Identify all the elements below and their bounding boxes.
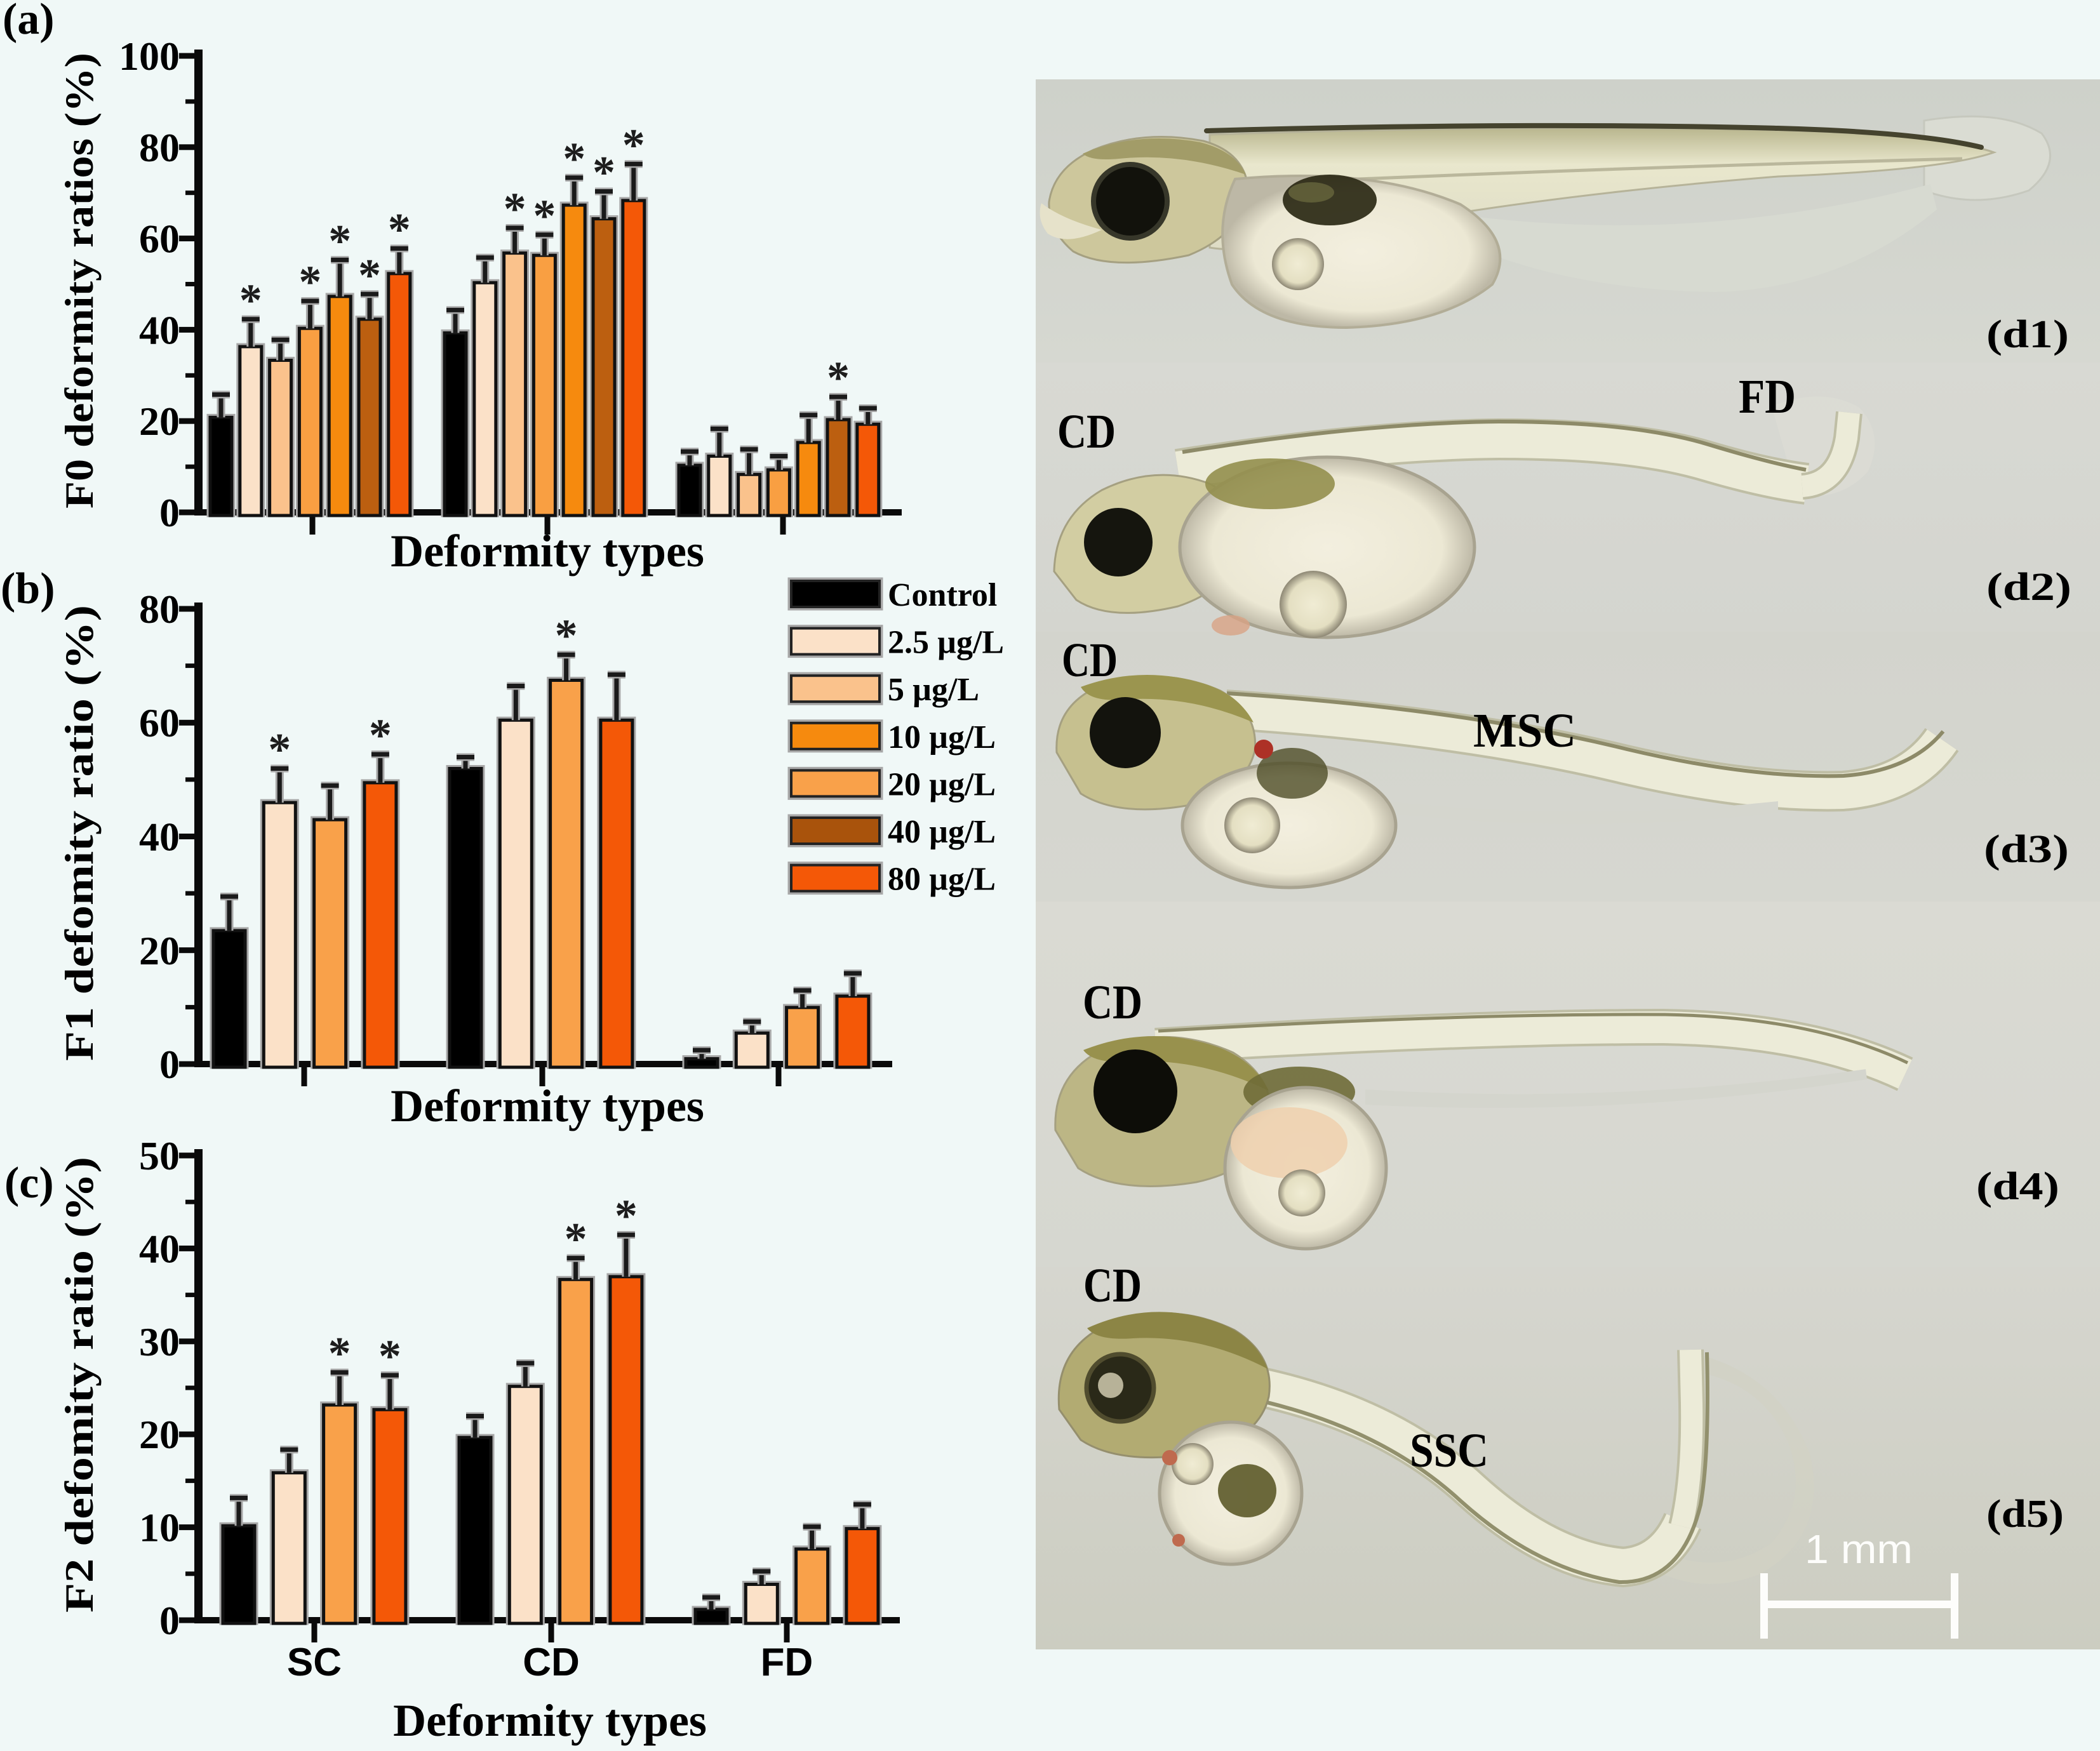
svg-text:0: 0 (159, 1598, 180, 1643)
svg-text:10: 10 (139, 1505, 180, 1550)
svg-text:*: * (555, 610, 578, 661)
svg-text:F2 defomity ratio (%): F2 defomity ratio (%) (57, 1157, 102, 1613)
svg-text:20: 20 (139, 1412, 180, 1457)
svg-text:(c): (c) (4, 1159, 54, 1208)
svg-text:*: * (298, 256, 321, 307)
svg-text:(d2): (d2) (1986, 566, 2071, 609)
svg-text:CD: CD (1083, 1259, 1142, 1312)
svg-text:*: * (358, 250, 381, 300)
svg-text:60: 60 (139, 216, 180, 262)
svg-text:(b): (b) (1, 564, 55, 613)
svg-text:(d5): (d5) (1986, 1493, 2064, 1536)
svg-text:100: 100 (119, 34, 180, 79)
svg-text:CD: CD (1083, 976, 1142, 1029)
svg-text:*: * (615, 1190, 638, 1241)
svg-text:40: 40 (139, 815, 180, 860)
svg-text:*: * (388, 204, 411, 255)
svg-text:80: 80 (139, 587, 180, 632)
svg-text:*: * (622, 119, 645, 170)
svg-text:SSC: SSC (1410, 1424, 1488, 1477)
svg-text:10 µg/L: 10 µg/L (888, 719, 996, 756)
svg-text:*: * (328, 1328, 351, 1379)
svg-text:20 µg/L: 20 µg/L (888, 766, 996, 802)
svg-text:FD: FD (761, 1641, 813, 1684)
svg-text:Deformity types: Deformity types (393, 1695, 707, 1746)
svg-text:*: * (533, 190, 556, 241)
svg-text:40: 40 (139, 1226, 180, 1271)
svg-text:60: 60 (139, 700, 180, 745)
svg-text:*: * (827, 352, 850, 403)
svg-text:*: * (268, 724, 291, 775)
svg-text:40 µg/L: 40 µg/L (888, 814, 996, 850)
svg-text:80: 80 (139, 125, 180, 170)
svg-text:FD: FD (1739, 370, 1796, 423)
svg-text:20: 20 (139, 928, 180, 973)
svg-text:*: * (239, 275, 262, 326)
svg-text:30: 30 (139, 1319, 180, 1364)
svg-text:5 µg/L: 5 µg/L (888, 672, 979, 708)
svg-text:(d4): (d4) (1976, 1165, 2059, 1208)
svg-text:2.5 µg/L: 2.5 µg/L (888, 625, 1004, 661)
svg-text:*: * (369, 710, 392, 761)
svg-text:*: * (328, 215, 351, 266)
svg-text:CD: CD (1062, 634, 1118, 687)
svg-text:*: * (563, 133, 585, 184)
svg-text:CD: CD (523, 1641, 580, 1684)
svg-text:(d3): (d3) (1984, 828, 2069, 871)
svg-text:Control: Control (888, 577, 997, 613)
svg-text:0: 0 (159, 490, 180, 535)
svg-text:F1 defomity ratio (%): F1 defomity ratio (%) (57, 605, 102, 1061)
svg-text:Deformity types: Deformity types (391, 526, 704, 576)
svg-text:(a): (a) (3, 0, 55, 44)
svg-text:40: 40 (139, 307, 180, 352)
svg-text:50: 50 (139, 1133, 180, 1178)
svg-text:*: * (504, 183, 526, 234)
svg-text:*: * (378, 1331, 401, 1381)
svg-text:*: * (592, 147, 615, 198)
svg-text:CD: CD (1057, 405, 1116, 458)
svg-text:80 µg/L: 80 µg/L (888, 862, 996, 898)
svg-text:0: 0 (159, 1042, 180, 1087)
svg-text:(d1): (d1) (1986, 313, 2069, 356)
svg-text:1 mm: 1 mm (1805, 1526, 1913, 1572)
svg-text:F0 deformity ratios (%): F0 deformity ratios (%) (57, 53, 102, 509)
svg-text:MSC: MSC (1473, 704, 1576, 757)
svg-text:20: 20 (139, 399, 180, 444)
svg-text:SC: SC (287, 1641, 342, 1684)
svg-text:Deformity types: Deformity types (391, 1081, 704, 1131)
svg-text:*: * (565, 1214, 587, 1265)
